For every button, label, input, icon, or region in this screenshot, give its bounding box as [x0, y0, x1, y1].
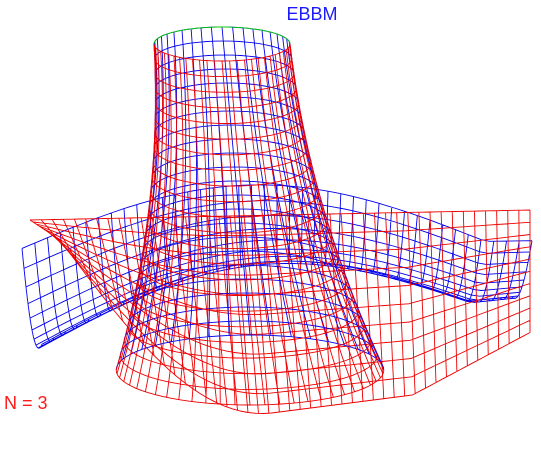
page: EBBM N = 3 (() => { const data = JSON.pa… — [0, 0, 541, 452]
front-floor-mesh — [30, 210, 530, 414]
order-label: N = 3 — [4, 393, 48, 413]
surface-plot: EBBM N = 3 — [0, 0, 541, 452]
plot-title: EBBM — [286, 4, 337, 24]
wireframe-mesh — [22, 27, 532, 414]
